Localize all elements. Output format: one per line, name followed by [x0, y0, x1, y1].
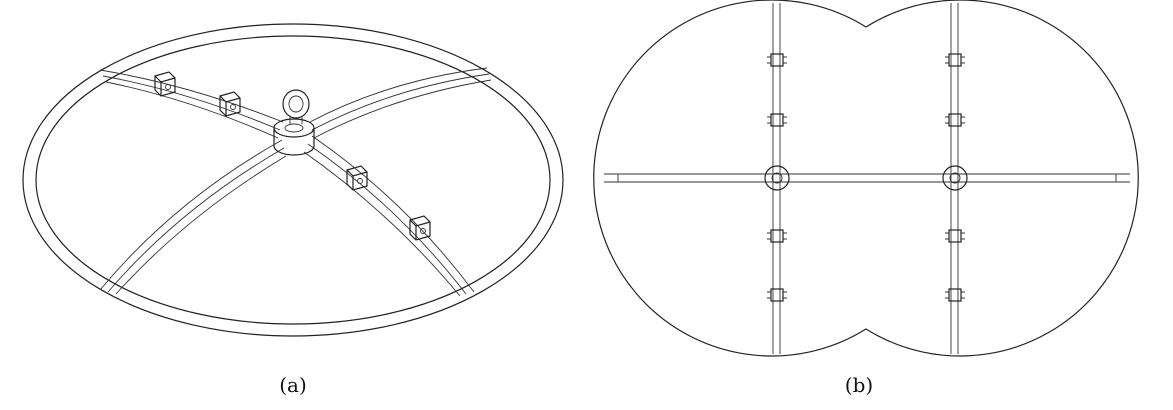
- arm-upper-right: [309, 67, 492, 139]
- arm-upper-left: [99, 69, 284, 139]
- central-hub: [273, 118, 315, 156]
- inner-ring: [35, 35, 551, 325]
- panel-b-drawing: [593, 0, 1139, 357]
- clamp-right-1: [945, 53, 965, 67]
- vertical-bar-right: [950, 3, 959, 354]
- arm-lower-left: [99, 139, 287, 295]
- clamp-right-4: [945, 288, 965, 302]
- outer-ring: [22, 23, 564, 337]
- hub-left: [764, 165, 790, 191]
- horizontal-bar: [604, 173, 1130, 183]
- clamp-left-1: [767, 53, 787, 67]
- clamp-right-3: [945, 229, 965, 243]
- clamp-4: [409, 215, 431, 241]
- double-lobe-outline: [593, 0, 1139, 357]
- clamp-left-4: [767, 288, 787, 302]
- clamp-left-2: [767, 113, 787, 127]
- clamp-2: [219, 91, 241, 117]
- vertical-bar-left: [772, 3, 781, 354]
- hub-right: [942, 165, 968, 191]
- lifting-eye: [282, 89, 310, 124]
- panel-a-drawing: [22, 23, 564, 337]
- caption-a: (a): [279, 373, 307, 397]
- clamp-1: [154, 71, 176, 97]
- caption-b: (b): [845, 373, 873, 397]
- clamp-right-2: [945, 113, 965, 127]
- arm-lower-right: [303, 135, 475, 297]
- clamp-3: [346, 165, 368, 191]
- clamp-left-3: [767, 229, 787, 243]
